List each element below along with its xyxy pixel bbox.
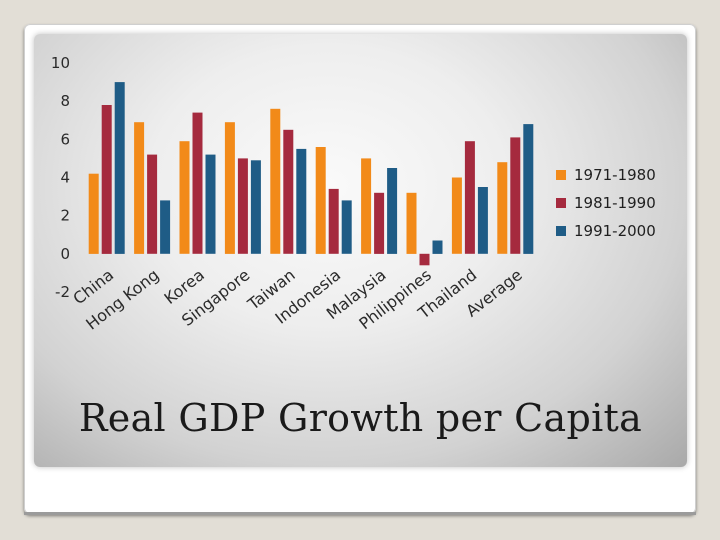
bar-hong-kong-1991-2000 — [160, 200, 171, 254]
bar-thailand-1981-1990 — [464, 141, 475, 254]
legend-swatch — [556, 226, 566, 236]
legend-label: 1981-1990 — [574, 194, 656, 212]
bar-china-1981-1990 — [101, 105, 112, 254]
y-tick-label: 2 — [60, 207, 70, 225]
legend-label: 1971-1980 — [574, 166, 656, 184]
legend: 1971-1980 1981-1990 1991-2000 — [556, 166, 656, 240]
bar-taiwan-1981-1990 — [283, 129, 294, 254]
bar-thailand-1991-2000 — [477, 187, 488, 254]
bars-group — [88, 82, 534, 266]
bar-taiwan-1971-1980 — [270, 108, 281, 254]
bar-china-1991-2000 — [114, 82, 125, 254]
y-tick-label: 0 — [60, 245, 70, 263]
bar-singapore-1981-1990 — [237, 158, 248, 254]
bar-taiwan-1991-2000 — [296, 148, 307, 254]
legend-swatch — [556, 198, 566, 208]
bar-philippines-1981-1990 — [419, 253, 430, 266]
y-tick-label: 10 — [51, 54, 70, 72]
bar-thailand-1971-1980 — [451, 177, 462, 254]
y-tick-label: 4 — [60, 169, 70, 187]
bar-china-1971-1980 — [88, 173, 99, 254]
bar-korea-1991-2000 — [205, 154, 216, 254]
bar-hong-kong-1981-1990 — [147, 154, 158, 254]
y-tick-label: -2 — [55, 283, 70, 301]
bar-philippines-1991-2000 — [432, 240, 443, 254]
bar-malaysia-1981-1990 — [374, 192, 385, 254]
bar-korea-1971-1980 — [179, 141, 190, 254]
bar-philippines-1971-1980 — [406, 192, 417, 254]
bar-average-1981-1990 — [510, 137, 521, 254]
bar-malaysia-1991-2000 — [387, 168, 398, 254]
legend-swatch — [556, 170, 566, 180]
bar-indonesia-1971-1980 — [315, 147, 326, 254]
y-axis: 10 8 6 4 2 0 -2 — [51, 54, 70, 301]
slide-bottom-border — [24, 512, 696, 515]
y-tick-label: 8 — [60, 92, 70, 110]
y-tick-label: 6 — [60, 130, 70, 148]
bar-singapore-1971-1980 — [224, 122, 235, 254]
bar-malaysia-1971-1980 — [361, 158, 372, 254]
bar-singapore-1991-2000 — [250, 160, 261, 254]
bar-indonesia-1981-1990 — [328, 188, 339, 254]
bar-average-1971-1980 — [497, 162, 508, 254]
bar-korea-1981-1990 — [192, 112, 203, 254]
bar-hong-kong-1971-1980 — [134, 122, 145, 254]
bar-average-1991-2000 — [523, 124, 534, 254]
legend-label: 1991-2000 — [574, 222, 656, 240]
bar-indonesia-1991-2000 — [341, 200, 352, 254]
slide-title: Real GDP Growth per Capita — [78, 396, 643, 440]
